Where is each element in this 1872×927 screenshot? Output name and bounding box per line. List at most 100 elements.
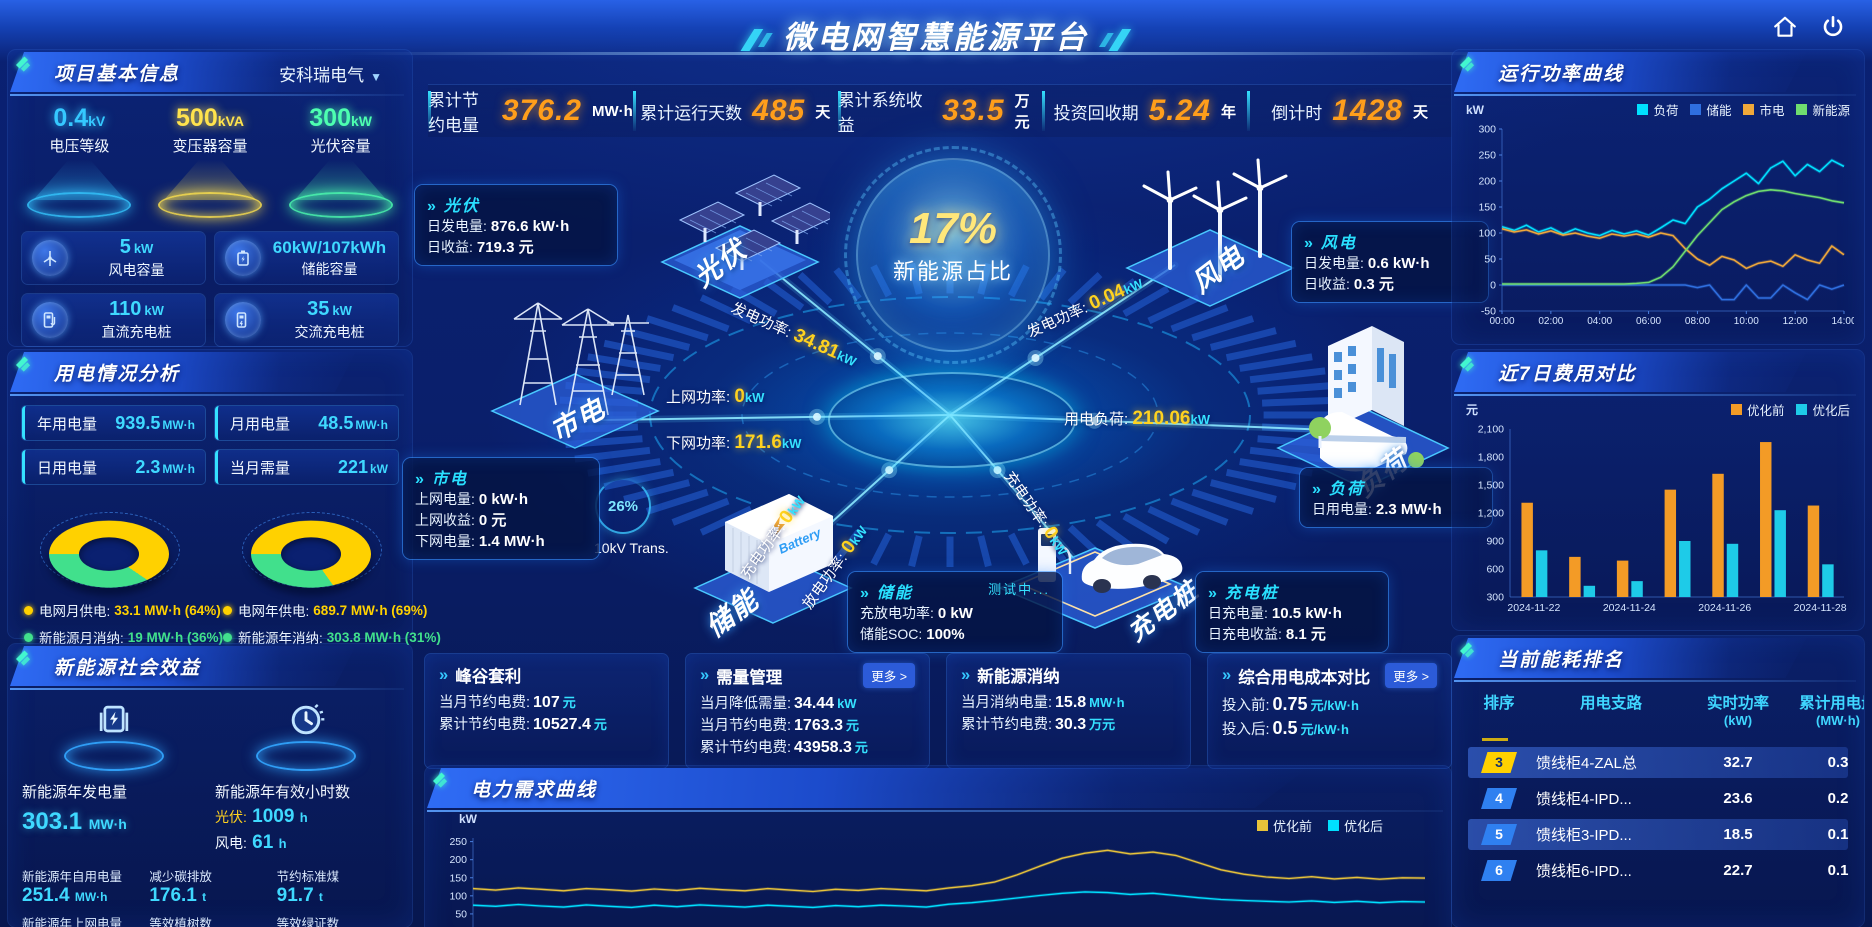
svg-text:14:00: 14:00: [1831, 316, 1854, 327]
panel-project-info: 项目基本信息 安科瑞电气 ▼ 0.4kV 电压等级 500kVA 变压器容量 30…: [8, 50, 412, 346]
kpi-value: 376.2: [501, 94, 582, 127]
run-power-chart: -50 0 50 100 150 200 250 300 00:00 02:00 04:00 06:0…: [1478, 124, 1854, 328]
rank-badge: 4: [1481, 788, 1517, 809]
cost-y-axis-label: 元: [1466, 403, 1479, 417]
svg-text:50: 50: [455, 908, 467, 920]
kpi-countdown: 倒计时 1428 天: [1247, 85, 1452, 137]
svg-text:-50: -50: [1481, 306, 1496, 318]
company-name: 安科瑞电气: [279, 66, 365, 85]
svg-text:12:00: 12:00: [1783, 316, 1808, 327]
kpi-unit: 天: [1412, 103, 1428, 121]
panel-social-header: 新能源社会效益: [10, 646, 412, 690]
flow-grid-feed: 上网功率: 0kW: [666, 386, 765, 407]
spot-label: 变压器容量: [172, 138, 248, 155]
table-divider: [1482, 738, 1508, 741]
load-info-box: » 负荷 日用电量: 2.3 MW·h: [1300, 468, 1492, 527]
kpi-value: 1428: [1332, 94, 1403, 127]
svg-text:250: 250: [449, 836, 467, 848]
banner-bg: [1454, 638, 1807, 678]
consumption-stats: 年用电量 939.5 MW·h 月用电量 48.5 MW·h 日用电量 2.3 MW·h 当…: [8, 392, 412, 484]
card-ac-charger: 35 kW 交流充电桩: [215, 294, 398, 346]
generation-pedestal: [64, 698, 164, 771]
corner-icon: [15, 54, 36, 74]
month-donut-chart: [40, 502, 180, 588]
chevron-right-icon: »: [415, 471, 426, 488]
spot-label: 电压等级: [49, 138, 110, 155]
legend-grid-year: 电网年供电: 689.7 MW·h (69%): [223, 600, 441, 620]
energy-meter-icon: [99, 705, 129, 733]
table-row[interactable]: 3 馈线柜4-ZAL总 32.7 0.3: [1468, 747, 1848, 778]
year-donut: [251, 520, 371, 588]
platform-core: [828, 372, 1076, 468]
battery-storage-illustration: Battery: [685, 470, 860, 630]
month-donut: [49, 520, 169, 588]
spot-transformer: 500kVA 变压器容量: [151, 104, 269, 218]
cost-chart-head: 元 优化前 优化后: [1452, 392, 1864, 419]
legend-dot: [24, 605, 33, 615]
chevron-right-icon: »: [860, 585, 871, 602]
home-icon[interactable]: [1772, 14, 1798, 40]
panel-title: 项目基本信息: [54, 64, 181, 85]
svg-text:2024-11-24: 2024-11-24: [1603, 602, 1656, 614]
ranking-table-header: 排序 用电支路 实时功率(kW) 累计用电量(MW·h): [1483, 695, 1864, 728]
company-select[interactable]: 安科瑞电气 ▼: [279, 61, 382, 86]
kpi-bar: 累计节约电量 376.2 MW·h 累计运行天数 485 天 累计系统收益 33.5 万元 …: [428, 84, 1452, 137]
cost-bar-chart: 300 600 900 1,200 1,500 1,800 2,100 2024-11-22 2…: [1478, 424, 1847, 615]
legend-renew-month: 新能源月消纳: 19 MW·h (36%): [24, 627, 223, 647]
svg-text:2024-11-26: 2024-11-26: [1698, 602, 1751, 614]
table-row[interactable]: 5 馈线柜3-IPD... 18.5 0.1: [1468, 819, 1848, 850]
power-icon[interactable]: [1820, 14, 1846, 40]
renewable-share-sphere: 17% 新能源占比: [844, 146, 1062, 364]
renewable-percent: 17%: [908, 204, 998, 253]
kpi-value: 33.5: [942, 94, 1005, 127]
glow-base: [157, 192, 262, 218]
kpi-value: 5.24: [1148, 94, 1211, 127]
cost-more-button[interactable]: 更多 >: [1385, 663, 1437, 688]
chevron-down-icon: ▼: [370, 70, 382, 84]
pv-info-box: » 光伏 日发电量: 876.6 kW·h 日收益: 719.3 元: [415, 185, 617, 265]
donut-legends: 电网月供电: 33.1 MW·h (64%) 新能源月消纳: 19 MW·h (36…: [8, 588, 441, 647]
corner-icon: [15, 354, 36, 374]
svg-text:200: 200: [449, 854, 467, 866]
demand-chart: 05010015020025000:0000:4001:2002:0002:40…: [449, 836, 1426, 927]
title-decor-left: [740, 28, 764, 51]
panel-demand-header: 电力需求曲线: [427, 768, 1451, 812]
run-chart-legend: 负荷 储能 市电 新能源: [1637, 100, 1850, 119]
corner-icon: [1459, 54, 1480, 74]
svg-text:0: 0: [1490, 280, 1496, 292]
legend-dot: [223, 605, 233, 615]
card-storage-capacity: 60kW/107kWh 储能容量: [215, 232, 398, 284]
kpi-value: 485: [752, 94, 806, 127]
donut-charts: [8, 502, 412, 588]
svg-text:2024-11-28: 2024-11-28: [1794, 602, 1847, 614]
svg-text:1,200: 1,200: [1478, 508, 1504, 520]
table-row[interactable]: 6 馈线柜6-IPD... 22.7 0.1: [1468, 855, 1848, 886]
year-donut-chart: [242, 502, 382, 588]
legend-grid-month: 电网月供电: 33.1 MW·h (64%): [24, 600, 223, 620]
banner-bg: [427, 768, 1308, 808]
grid-towers-illustration: [480, 275, 670, 455]
stat-coal-saved: 节约标准煤 91.7 t: [276, 870, 340, 906]
battery-icon: [225, 240, 261, 276]
testing-badge: 测试中...: [988, 582, 1050, 597]
demand-chart-legend: 优化前 优化后: [1256, 816, 1383, 835]
kpi-label: 累计系统收益: [837, 91, 923, 135]
spot-pv-capacity: 300kW 光伏容量: [282, 104, 400, 218]
kpi-saved-energy: 累计节约电量 376.2 MW·h: [428, 85, 633, 137]
dc-charger-icon: [32, 302, 68, 338]
table-row[interactable]: 4 馈线柜4-IPD... 23.6 0.2: [1468, 783, 1848, 814]
demand-more-button[interactable]: 更多 >: [863, 663, 915, 688]
panel-cost-comparison: » 综合用电成本对比 更多 > 投入前: 0.75 元/kW·h 投入后: 0.5 元/k…: [1208, 654, 1451, 768]
run-y-axis-label: kW: [1466, 102, 1484, 117]
kpi-label: 累计运行天数: [640, 103, 743, 123]
svg-text:100: 100: [1478, 228, 1496, 240]
kpi-run-days: 累计运行天数 485 天: [632, 85, 838, 137]
panel-demand-mgmt: » 需量管理 更多 > 当月降低需量: 34.44 kW 当月节约电费: 1763.3 元…: [686, 654, 929, 768]
stat-month-energy: 月用电量 48.5 MW·h: [215, 406, 398, 440]
chevron-right-icon: »: [1208, 585, 1219, 602]
panel-peak-valley: » 峰谷套利 当月节约电费: 107 元 累计节约电费: 10527.4 元: [425, 654, 668, 768]
card-dc-charger: 110 kW 直流充电桩: [22, 294, 205, 346]
kpi-unit: MW·h: [591, 102, 633, 120]
glow-base: [288, 192, 393, 218]
